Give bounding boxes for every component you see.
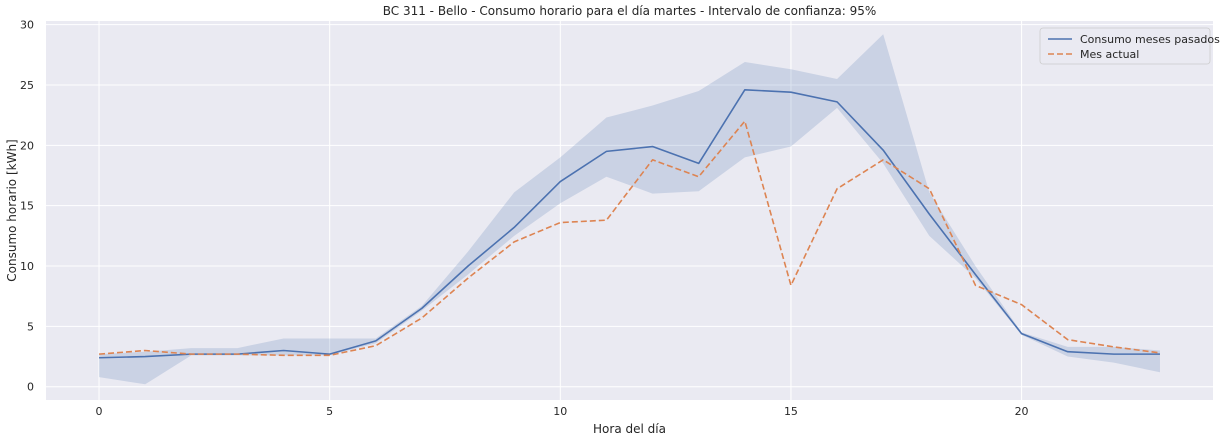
y-tick-label: 15: [20, 200, 34, 213]
data-point-s1-2: [189, 352, 193, 356]
data-point-s1-3: [235, 352, 239, 356]
data-point-s0-7: [420, 306, 424, 310]
legend-box: [1039, 27, 1211, 65]
data-point-s1-4: [282, 353, 286, 357]
data-point-s0-15: [789, 90, 793, 94]
data-point-s1-16: [835, 187, 839, 191]
data-point-s1-8: [466, 276, 470, 280]
y-tick-label: 0: [27, 381, 34, 394]
y-tick-label: 10: [20, 260, 34, 273]
data-point-s1-7: [420, 316, 424, 320]
data-point-s1-1: [143, 349, 147, 353]
data-point-s1-10: [558, 221, 562, 225]
data-point-s0-11: [604, 149, 608, 153]
data-point-s0-13: [697, 161, 701, 165]
y-tick-label: 5: [27, 320, 34, 333]
x-tick-label: 0: [96, 405, 103, 418]
series-line-1: [98, 120, 1161, 357]
data-point-s1-13: [697, 175, 701, 179]
data-point-s0-20: [1020, 332, 1024, 336]
data-point-s0-4: [282, 349, 286, 353]
data-point-s0-10: [558, 180, 562, 184]
data-point-s1-6: [374, 344, 378, 348]
data-point-s0-21: [1066, 350, 1070, 354]
data-point-s1-5: [328, 353, 332, 357]
data-point-s1-20: [1020, 303, 1024, 307]
series-line-0: [99, 89, 1160, 359]
data-point-s0-9: [512, 225, 516, 229]
y-tick-label: 20: [20, 139, 34, 152]
confidence-band-0: [99, 34, 1160, 385]
data-point-s0-1: [143, 355, 147, 359]
data-point-s1-22: [1112, 345, 1116, 349]
x-tick-label: 10: [553, 405, 567, 418]
x-tick-label: 20: [1015, 405, 1029, 418]
data-point-s1-19: [973, 283, 977, 287]
data-point-s1-14: [743, 119, 747, 123]
data-point-s0-6: [374, 339, 378, 343]
x-tick-label: 5: [326, 405, 333, 418]
x-axis-label: Hora del día: [593, 422, 666, 436]
data-point-s0-16: [835, 100, 839, 104]
y-tick-label: 30: [20, 19, 34, 32]
y-axis-label: Consumo horario [kWh]: [5, 139, 19, 281]
data-point-s0-14: [743, 88, 747, 92]
data-point-s0-12: [651, 145, 655, 149]
plot-background: [46, 21, 1213, 400]
data-point-s0-19: [973, 272, 977, 276]
x-tick-label: 15: [784, 405, 798, 418]
data-point-s0-17: [881, 148, 885, 152]
data-point-s0-8: [466, 264, 470, 268]
data-point-s0-22: [1112, 352, 1116, 356]
data-point-s1-12: [651, 158, 655, 162]
legend-label-0: Consumo meses pasados: [1080, 33, 1220, 46]
data-point-s1-9: [512, 240, 516, 244]
data-point-s1-15: [789, 283, 793, 287]
legend-label-1: Mes actual: [1080, 48, 1139, 61]
legend: Consumo meses pasados Mes actual: [1039, 27, 1220, 65]
y-tick-label: 25: [20, 79, 34, 92]
data-point-s1-0: [97, 352, 101, 356]
data-point-s0-18: [927, 212, 931, 216]
data-point-s1-23: [1158, 351, 1162, 355]
data-point-s1-11: [604, 218, 608, 222]
data-point-s0-0: [97, 356, 101, 360]
data-point-s1-18: [927, 187, 931, 191]
data-point-s1-21: [1066, 338, 1070, 342]
data-point-s1-17: [881, 158, 885, 162]
chart-title: BC 311 - Bello - Consumo horario para el…: [383, 4, 877, 18]
